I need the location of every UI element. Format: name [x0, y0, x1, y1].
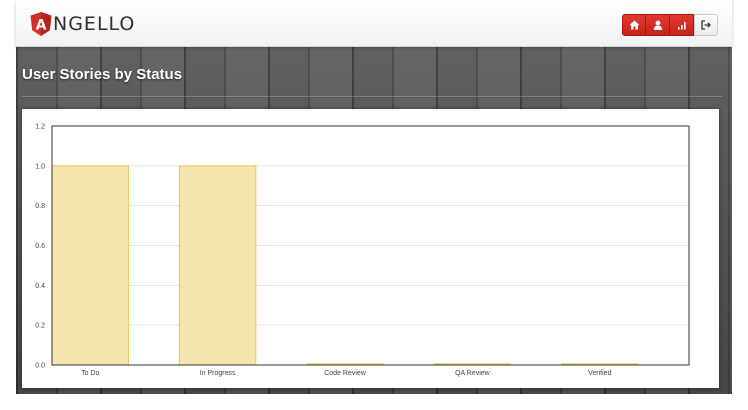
x-tick-label: Code Review [324, 370, 367, 377]
y-tick-label: 0.2 [35, 323, 45, 330]
logout-button[interactable] [694, 14, 718, 36]
y-tick-label: 0.6 [35, 243, 45, 250]
angular-shield-icon: A [30, 12, 52, 36]
y-tick-label: 1.2 [35, 124, 45, 131]
user-button[interactable] [646, 14, 670, 36]
y-tick-label: 0.8 [35, 203, 45, 210]
bar [51, 165, 129, 366]
brand-logo[interactable]: A NGELLO [30, 12, 135, 36]
page-title: User Stories by Status [22, 66, 183, 83]
y-tick-label: 1.0 [35, 163, 45, 170]
title-divider [22, 96, 722, 98]
brand-name: NGELLO [53, 13, 136, 35]
chart-panel: 0.0 0.2 0.4 0.6 0.8 1.0 1.2 To Do In Progress Cod… [22, 109, 719, 388]
bar [178, 165, 257, 366]
plot-frame [51, 125, 690, 366]
x-tick-label: In Progress [200, 370, 236, 377]
status-bar-chart: 0.0 0.2 0.4 0.6 0.8 1.0 1.2 To Do In Progress Cod… [35, 124, 690, 377]
y-tick-label: 0.0 [35, 363, 45, 370]
brand-initial: A [36, 18, 47, 34]
bar-chart-icon [677, 22, 686, 30]
reports-button[interactable] [670, 14, 694, 36]
nav-button-group [622, 14, 718, 36]
x-tick-label: QA Review [455, 370, 491, 377]
top-navbar: A NGELLO [16, 0, 732, 47]
home-icon [629, 20, 639, 30]
logout-icon [701, 20, 711, 30]
y-tick-label: 0.4 [35, 283, 45, 290]
x-tick-label: Verified [588, 370, 611, 377]
user-icon [653, 20, 662, 30]
x-tick-label: To Do [81, 370, 99, 377]
home-button[interactable] [622, 14, 646, 36]
